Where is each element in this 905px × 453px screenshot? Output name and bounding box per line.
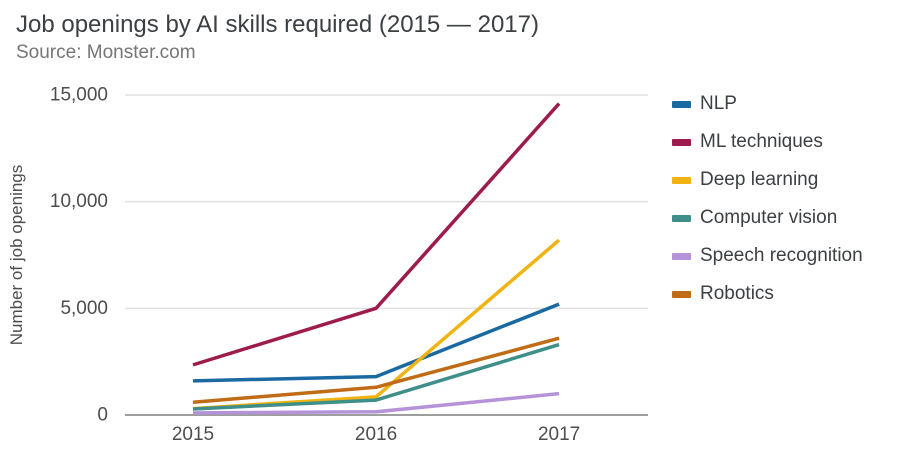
line-series-speech-recognition xyxy=(192,391,560,415)
legend-swatch-robotics xyxy=(672,290,691,298)
chart-legend: NLP ML techniques Deep learning Computer vi… xyxy=(660,80,863,453)
legend-item-speech-recognition: Speech recognition xyxy=(672,242,863,270)
line-series-ml-techniques xyxy=(192,102,561,367)
x-tick-label: 2016 xyxy=(355,424,397,445)
chart-subtitle: Source: Monster.com xyxy=(16,42,196,63)
chart-title: Job openings by AI skills required (2015… xyxy=(16,11,539,38)
legend-label: Speech recognition xyxy=(700,245,863,266)
legend-label: NLP xyxy=(700,93,737,114)
line-series-robotics xyxy=(192,336,560,404)
line-series-computer-vision xyxy=(192,342,560,411)
legend-swatch-speech-recognition xyxy=(672,252,691,260)
legend-label: Deep learning xyxy=(700,169,819,190)
legend-item-robotics: Robotics xyxy=(672,280,863,308)
legend-swatch-computer-vision xyxy=(672,214,691,222)
y-tick-label: 10,000 xyxy=(50,191,108,212)
legend-item-deep-learning: Deep learning xyxy=(672,166,863,194)
legend-swatch-ml-techniques xyxy=(672,138,691,146)
legend-item-ml-techniques: ML techniques xyxy=(672,128,863,156)
line-series-nlp xyxy=(192,302,560,383)
legend-label: Computer vision xyxy=(700,207,838,228)
y-tick-label: 15,000 xyxy=(50,85,108,106)
chart-header: Job openings by AI skills required (2015… xyxy=(0,0,905,64)
legend-label: Robotics xyxy=(700,283,774,304)
chart-row: 0 5,000 10,000 15,000 Number of job openings… xyxy=(0,80,905,453)
legend-item-computer-vision: Computer vision xyxy=(672,204,863,232)
x-tick-label: 2017 xyxy=(538,424,580,445)
legend-label: ML techniques xyxy=(700,131,823,152)
x-tick-label: 2015 xyxy=(172,424,214,445)
legend-swatch-deep-learning xyxy=(672,176,691,184)
y-tick-label: 5,000 xyxy=(60,298,108,319)
line-chart: 0 5,000 10,000 15,000 Number of job openings… xyxy=(7,85,648,445)
y-tick-label: 0 xyxy=(97,405,108,426)
legend-swatch-nlp xyxy=(672,100,691,108)
legend-item-nlp: NLP xyxy=(672,90,863,118)
y-axis-label: Number of job openings xyxy=(7,165,26,346)
